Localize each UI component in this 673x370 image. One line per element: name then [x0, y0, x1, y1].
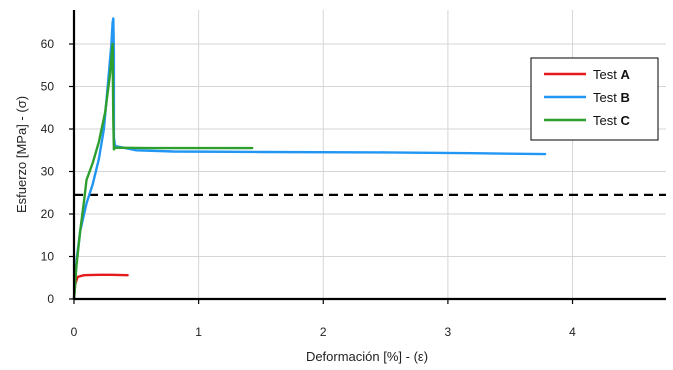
- y-tick-label: 30: [41, 165, 55, 179]
- legend-label-b: Test B: [593, 90, 630, 105]
- series-layer: [72, 17, 547, 301]
- legend-label-letter: B: [620, 90, 629, 105]
- x-tick-label: 2: [320, 325, 327, 339]
- x-axis-label: Deformación [%] - (ε): [306, 349, 428, 364]
- series-line-c: [72, 42, 254, 301]
- x-tick-label: 4: [569, 325, 576, 339]
- legend-label-a: Test A: [593, 67, 630, 82]
- legend-label-prefix: Test: [593, 90, 620, 105]
- legend-label-c: Test C: [593, 113, 630, 128]
- series-line-a: [72, 273, 129, 301]
- legend-box: [530, 57, 659, 141]
- y-axis-label: Esfuerzo [MPa] - (σ): [14, 96, 29, 213]
- x-tick-label: 1: [195, 325, 202, 339]
- legend-label-prefix: Test: [593, 67, 620, 82]
- grid-layer: [74, 10, 666, 299]
- y-tick-label: 20: [41, 207, 55, 221]
- axis-layer: [72, 10, 666, 301]
- x-tick-label: 0: [71, 325, 78, 339]
- legend-label-letter: A: [620, 67, 630, 82]
- y-tick-label: 0: [47, 292, 54, 306]
- legend-label-letter: C: [620, 113, 630, 128]
- series-line-b: [72, 17, 547, 301]
- x-tick-label: 3: [445, 325, 452, 339]
- y-tick-label: 50: [41, 80, 55, 94]
- legend-label-prefix: Test: [593, 113, 620, 128]
- y-tick-label: 40: [41, 122, 55, 136]
- y-tick-label: 60: [41, 37, 55, 51]
- y-tick-label: 10: [41, 250, 55, 264]
